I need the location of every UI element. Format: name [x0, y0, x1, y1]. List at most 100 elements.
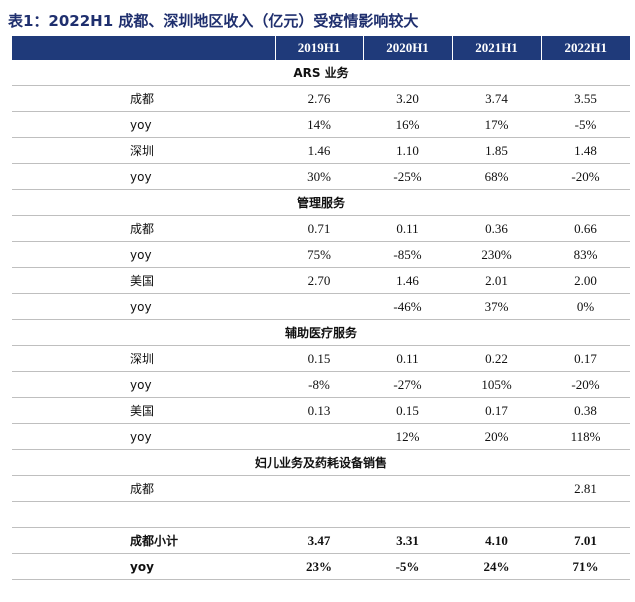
row-label: yoy	[12, 371, 275, 398]
table-row: 成都小计 3.47 3.31 4.10 7.01	[12, 527, 630, 554]
row-label: 美国	[12, 397, 275, 424]
cell: 30%	[275, 163, 363, 190]
table-row: yoy -46% 37% 0%	[12, 293, 630, 320]
data-table: 2019H1 2020H1 2021H1 2022H1 ARS 业务 成都 2.76 3.2…	[12, 36, 630, 580]
cell: 3.47	[275, 527, 363, 554]
section-title: 辅助医疗服务	[12, 319, 630, 346]
header-row: 2019H1 2020H1 2021H1 2022H1	[12, 36, 630, 60]
cell: 0.66	[541, 215, 630, 242]
cell: 3.55	[541, 85, 630, 112]
row-label: 深圳	[12, 137, 275, 164]
table-row: yoy 12% 20% 118%	[12, 423, 630, 450]
row-label: 成都小计	[12, 527, 275, 554]
cell: 24%	[452, 553, 541, 580]
table-row: yoy 30% -25% 68% -20%	[12, 163, 630, 190]
column-header: 2020H1	[362, 36, 452, 60]
cell: -25%	[363, 163, 452, 190]
column-header: 2019H1	[274, 36, 363, 60]
table-row: 深圳 0.15 0.11 0.22 0.17	[12, 345, 630, 372]
table-title: 表1：2022H1 成都、深圳地区收入（亿元）受疫情影响较大	[8, 12, 419, 30]
cell	[275, 475, 363, 502]
cell: 2.01	[452, 267, 541, 294]
cell: 0.15	[363, 397, 452, 424]
table-row: yoy 14% 16% 17% -5%	[12, 111, 630, 138]
cell: 12%	[363, 423, 452, 450]
row-label: yoy	[12, 293, 275, 320]
cell: 0.71	[275, 215, 363, 242]
table-row: 成都 0.71 0.11 0.36 0.66	[12, 215, 630, 242]
cell: 0.36	[452, 215, 541, 242]
table-row: 深圳 1.46 1.10 1.85 1.48	[12, 137, 630, 164]
cell: 3.31	[363, 527, 452, 554]
section-title: 妇儿业务及药耗设备销售	[12, 449, 630, 476]
section-row: 管理服务	[12, 189, 630, 216]
cell: -27%	[363, 371, 452, 398]
cell: 71%	[541, 553, 630, 580]
cell: 7.01	[541, 527, 630, 554]
cell: 2.70	[275, 267, 363, 294]
row-label: 成都	[12, 215, 275, 242]
row-label: 成都	[12, 475, 275, 502]
cell: 1.85	[452, 137, 541, 164]
cell: 14%	[275, 111, 363, 138]
row-label: 深圳	[12, 345, 275, 372]
cell: -20%	[541, 371, 630, 398]
cell: 2.00	[541, 267, 630, 294]
row-label: yoy	[12, 423, 275, 450]
cell: 0.38	[541, 397, 630, 424]
cell: 75%	[275, 241, 363, 268]
table-row: 成都 2.76 3.20 3.74 3.55	[12, 85, 630, 112]
cell: 0.11	[363, 215, 452, 242]
cell: 83%	[541, 241, 630, 268]
cell: 16%	[363, 111, 452, 138]
cell: 2.76	[275, 85, 363, 112]
table-row: yoy 23% -5% 24% 71%	[12, 553, 630, 580]
cell	[363, 475, 452, 502]
cell: 1.48	[541, 137, 630, 164]
cell: 3.20	[363, 85, 452, 112]
cell: 68%	[452, 163, 541, 190]
row-label: yoy	[12, 553, 275, 580]
section-row: 妇儿业务及药耗设备销售	[12, 449, 630, 476]
cell: 1.46	[275, 137, 363, 164]
section-title: ARS 业务	[12, 60, 630, 86]
cell: 20%	[452, 423, 541, 450]
cell: -46%	[363, 293, 452, 320]
row-label: yoy	[12, 163, 275, 190]
cell: 0%	[541, 293, 630, 320]
cell: 0.22	[452, 345, 541, 372]
cell: 23%	[275, 553, 363, 580]
cell: 1.46	[363, 267, 452, 294]
cell: -85%	[363, 241, 452, 268]
cell: 1.10	[363, 137, 452, 164]
row-label: 美国	[12, 267, 275, 294]
spacer-row	[12, 501, 630, 528]
cell: 4.10	[452, 527, 541, 554]
cell: 37%	[452, 293, 541, 320]
table-row: yoy 75% -85% 230% 83%	[12, 241, 630, 268]
section-row: ARS 业务	[12, 60, 630, 86]
row-label: yoy	[12, 241, 275, 268]
cell: -5%	[363, 553, 452, 580]
cell: -20%	[541, 163, 630, 190]
section-title: 管理服务	[12, 189, 630, 216]
cell	[275, 293, 363, 320]
cell: 0.13	[275, 397, 363, 424]
row-label: yoy	[12, 111, 275, 138]
table-row: 美国 2.70 1.46 2.01 2.00	[12, 267, 630, 294]
cell: 230%	[452, 241, 541, 268]
cell: 3.74	[452, 85, 541, 112]
cell: 118%	[541, 423, 630, 450]
column-header: 2021H1	[451, 36, 541, 60]
cell: 0.11	[363, 345, 452, 372]
column-header: 2022H1	[540, 36, 630, 60]
cell: 17%	[452, 111, 541, 138]
table-row: yoy -8% -27% 105% -20%	[12, 371, 630, 398]
cell	[275, 423, 363, 450]
cell: -5%	[541, 111, 630, 138]
table-row: 美国 0.13 0.15 0.17 0.38	[12, 397, 630, 424]
cell: 105%	[452, 371, 541, 398]
cell: 0.17	[452, 397, 541, 424]
table-row: 成都 2.81	[12, 475, 630, 502]
